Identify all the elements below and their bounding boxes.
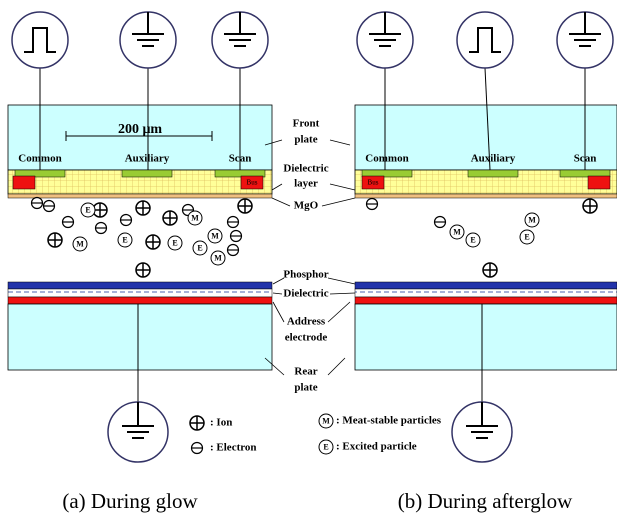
excited-symbol: E bbox=[172, 238, 177, 247]
electrode bbox=[468, 170, 518, 177]
label: Rear bbox=[294, 366, 317, 378]
label: plate bbox=[294, 134, 317, 146]
diagram: Common Auxiliary Scan Bus Common Auxiliary Sca… bbox=[0, 0, 617, 525]
electrode-label: Scan bbox=[574, 153, 597, 165]
electrode-label: Auxiliary bbox=[125, 153, 170, 165]
mgo-layer bbox=[8, 194, 272, 198]
mgo-layer bbox=[355, 194, 617, 198]
bus-label: Bus bbox=[368, 179, 379, 187]
scale-label: 200 μm bbox=[118, 122, 162, 137]
electrode-label: Scan bbox=[229, 153, 252, 165]
label: Dielectric bbox=[283, 288, 328, 300]
label: Phosphor bbox=[283, 269, 328, 281]
metastable-symbol: M bbox=[214, 253, 222, 262]
metastable-symbol: M bbox=[76, 239, 84, 248]
electrode-label: Common bbox=[18, 153, 61, 165]
label: MgO bbox=[294, 200, 319, 212]
excited-symbol: E bbox=[197, 243, 202, 252]
electrode-label: Common bbox=[365, 153, 408, 165]
label: Front bbox=[293, 118, 320, 130]
address-electrode bbox=[355, 297, 617, 304]
bus-electrode bbox=[13, 176, 35, 189]
label: plate bbox=[294, 382, 317, 394]
metastable-symbol: M bbox=[191, 213, 199, 222]
label: electrode bbox=[285, 332, 328, 344]
excited-symbol: E bbox=[524, 232, 529, 241]
metastable-symbol: M bbox=[453, 227, 461, 236]
electrode-label: Auxiliary bbox=[471, 153, 516, 165]
rear-dielectric bbox=[355, 289, 617, 297]
legend-text: : Electron bbox=[210, 442, 257, 454]
phosphor bbox=[8, 282, 272, 289]
electrode bbox=[122, 170, 172, 177]
label: Address bbox=[287, 316, 326, 328]
rear-plate bbox=[355, 304, 617, 370]
label: layer bbox=[294, 178, 318, 190]
metastable-symbol: M bbox=[211, 231, 219, 240]
excited-symbol: E bbox=[85, 205, 90, 214]
side-labels: Front plate Dielectric layer MgO Phospho… bbox=[265, 118, 355, 394]
legend-text: : Ion bbox=[210, 417, 232, 429]
phosphor bbox=[355, 282, 617, 289]
terminal bbox=[457, 12, 513, 68]
bus-electrode bbox=[588, 176, 610, 189]
caption: (a) During glow bbox=[62, 489, 198, 513]
label: Dielectric bbox=[283, 163, 328, 175]
rear-plate bbox=[8, 304, 272, 370]
caption: (b) During afterglow bbox=[398, 489, 573, 513]
address-electrode bbox=[8, 297, 272, 304]
terminal bbox=[12, 12, 68, 68]
excited-symbol: E bbox=[323, 442, 328, 451]
rear-dielectric bbox=[8, 289, 272, 297]
legend-text: : Meat-stable particles bbox=[336, 415, 442, 427]
bus-label: Bus bbox=[247, 179, 258, 187]
legend-text: : Excited particle bbox=[336, 441, 417, 453]
excited-symbol: E bbox=[470, 235, 475, 244]
metastable-symbol: M bbox=[528, 215, 536, 224]
excited-symbol: E bbox=[122, 235, 127, 244]
metastable-symbol: M bbox=[322, 416, 330, 425]
